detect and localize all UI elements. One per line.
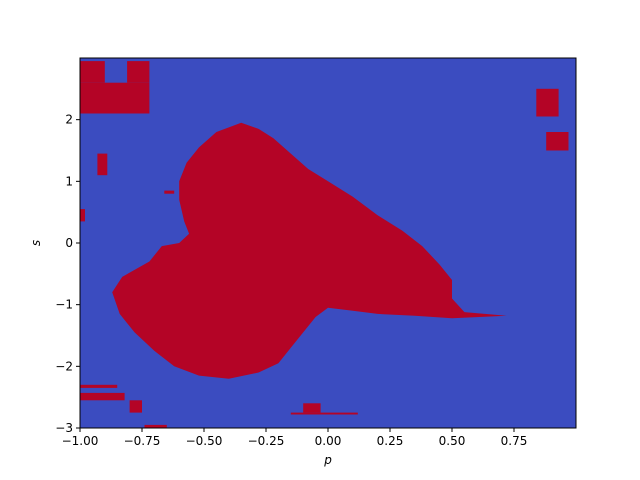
class-1-region-8 — [80, 392, 125, 401]
class-1-region-11 — [303, 403, 321, 413]
class-1-region-2 — [80, 61, 105, 83]
x-tick-label: −0.50 — [186, 434, 223, 448]
class-1-region-10 — [129, 400, 142, 413]
class-1-region-9 — [80, 384, 118, 388]
class-1-region-7 — [80, 209, 85, 222]
x-axis-ticks: −1.00 −0.75 −0.50 −0.25 0.00 0.25 0.50 0.75 — [62, 428, 528, 448]
y-tick-label: −1 — [55, 298, 73, 312]
y-tick-label: −3 — [55, 421, 73, 435]
x-tick-label: 0.00 — [315, 434, 342, 448]
x-tick-label: −0.25 — [248, 434, 285, 448]
x-tick-label: 0.75 — [501, 434, 528, 448]
x-tick-label: 0.25 — [377, 434, 404, 448]
class-1-region-4 — [536, 88, 559, 117]
class-1-region-12 — [290, 412, 358, 415]
y-tick-label: −2 — [55, 359, 73, 373]
class-1-region-5 — [546, 132, 569, 151]
class-1-region-3 — [127, 61, 150, 83]
y-axis-ticks: −3 −2 −1 0 1 2 — [55, 113, 80, 435]
x-axis-label: p — [323, 453, 332, 467]
class-1-region-13 — [144, 424, 167, 428]
class-1-region-1 — [80, 82, 150, 114]
x-tick-label: 0.50 — [439, 434, 466, 448]
y-tick-label: 0 — [65, 236, 73, 250]
class-1-region-14 — [164, 190, 175, 194]
x-tick-label: −1.00 — [62, 434, 99, 448]
y-tick-label: 1 — [65, 174, 73, 188]
plot-area — [79, 57, 577, 429]
y-axis-label: s — [29, 240, 43, 246]
class-1-region-0 — [112, 122, 507, 379]
y-tick-label: 2 — [65, 113, 73, 127]
x-tick-label: −0.75 — [124, 434, 161, 448]
class-regions — [80, 61, 569, 428]
class-1-region-6 — [97, 153, 108, 176]
